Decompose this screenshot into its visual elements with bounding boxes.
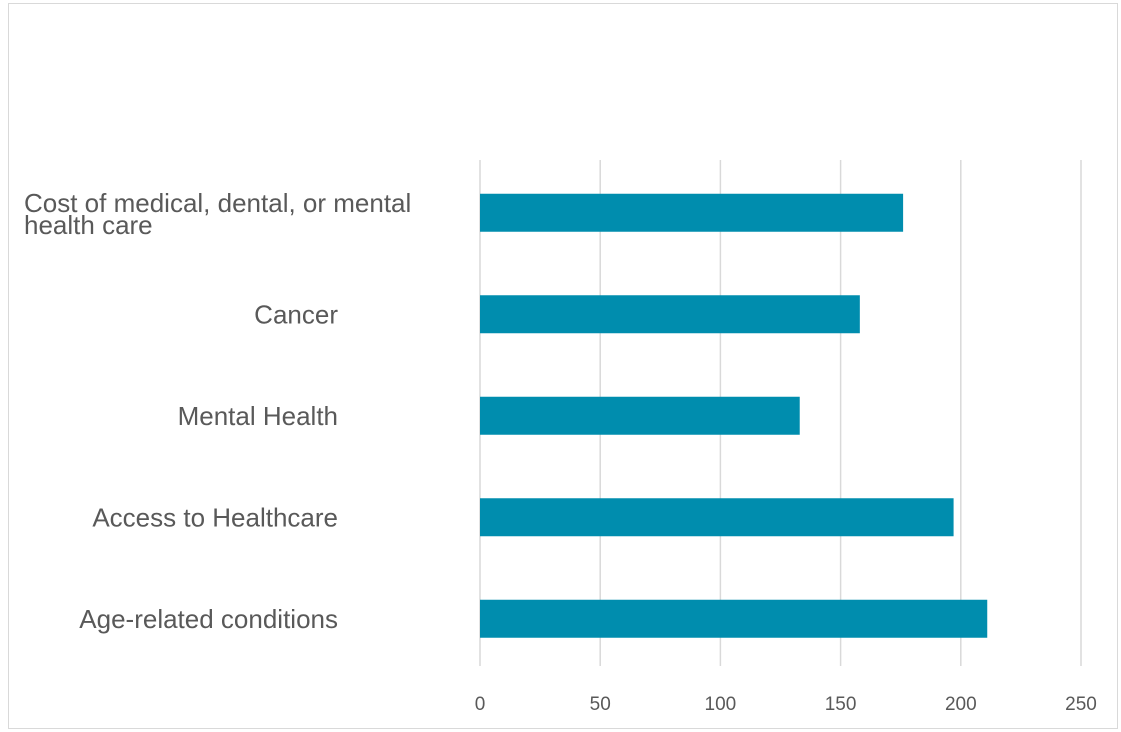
bars [480,193,988,638]
bar [480,193,904,232]
bar [480,599,988,638]
x-tick-label: 250 [1065,694,1097,715]
category-label: Age-related conditions [79,604,338,634]
category-label: health care [24,210,153,240]
category-label: Cancer [254,299,338,329]
x-tick-labels: 0 50 100 150 200 250 [475,694,1097,715]
bar [480,396,800,435]
x-tick-label: 150 [825,694,857,715]
category-label: Mental Health [178,401,338,431]
bar [480,498,954,537]
x-tick-label: 0 [475,694,486,715]
x-tick-label: 50 [590,694,611,715]
category-labels: Cost of medical, dental, or mentalhealth… [24,188,411,634]
x-tick-label: 100 [705,694,737,715]
gridlines [479,160,1082,666]
bar [480,295,860,334]
category-label: Access to Healthcare [92,502,338,532]
x-tick-label: 200 [945,694,977,715]
category-label: Cost of medical, dental, or mental [24,188,411,218]
